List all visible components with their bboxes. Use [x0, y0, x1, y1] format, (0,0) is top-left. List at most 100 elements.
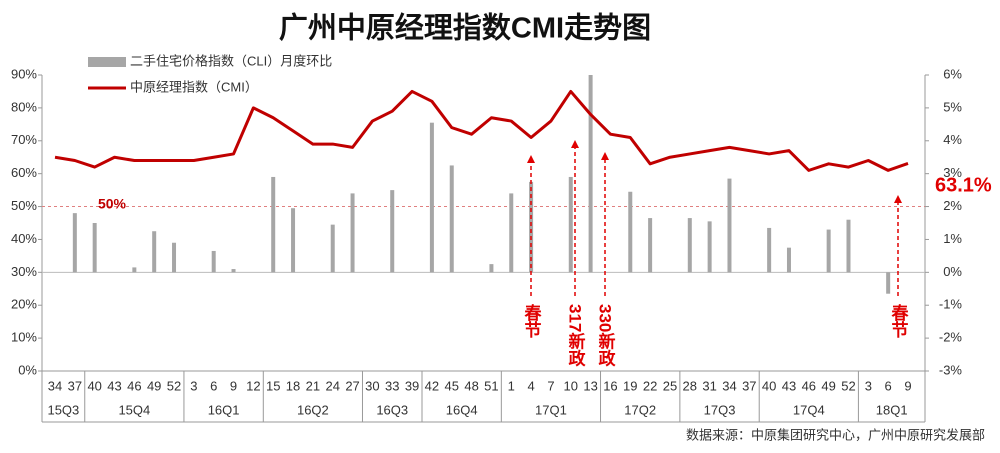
x-tick-label: 46 — [802, 378, 816, 393]
x-tick-label: 37 — [742, 378, 756, 393]
x-tick-label: 37 — [68, 378, 82, 393]
quarter-label: 17Q2 — [624, 402, 656, 417]
x-tick-label: 13 — [583, 378, 597, 393]
x-tick-label: 40 — [762, 378, 776, 393]
x-tick-label: 42 — [425, 378, 439, 393]
bar — [291, 208, 296, 273]
bar — [231, 269, 236, 273]
bar — [628, 191, 633, 273]
bar — [132, 267, 137, 273]
reference-label: 50% — [98, 195, 127, 211]
quarter-label: 16Q4 — [446, 402, 478, 417]
x-tick-label: 12 — [246, 378, 260, 393]
y2-tick-label: 5% — [943, 99, 962, 114]
annotation: 317新政 — [566, 304, 586, 367]
quarter-label: 16Q3 — [376, 402, 408, 417]
y-tick-label: 60% — [11, 165, 37, 180]
x-tick-label: 34 — [48, 378, 62, 393]
y-tick-label: 20% — [11, 297, 37, 312]
bar — [172, 242, 177, 273]
bar — [529, 181, 534, 273]
y-tick-label: 10% — [11, 330, 37, 345]
x-tick-label: 15 — [266, 378, 280, 393]
annotation-arrowhead — [894, 195, 902, 203]
data-label: 63.1% — [935, 174, 992, 196]
x-tick-label: 3 — [865, 378, 872, 393]
quarter-label: 17Q3 — [704, 402, 736, 417]
bar — [152, 231, 157, 273]
bar — [330, 224, 335, 273]
x-tick-label: 43 — [782, 378, 796, 393]
quarter-label: 15Q4 — [118, 402, 150, 417]
quarter-label: 16Q2 — [297, 402, 329, 417]
bar — [449, 165, 454, 273]
x-tick-label: 10 — [564, 378, 578, 393]
x-tick-label: 46 — [127, 378, 141, 393]
bar — [687, 218, 692, 273]
x-tick-label: 28 — [683, 378, 697, 393]
bar — [767, 227, 772, 273]
x-tick-label: 31 — [702, 378, 716, 393]
bar — [489, 264, 494, 273]
quarter-label: 18Q1 — [876, 402, 908, 417]
bar — [390, 190, 395, 273]
y2-tick-label: -2% — [939, 330, 963, 345]
bar — [786, 247, 791, 273]
bar — [72, 213, 77, 273]
y2-tick-label: 0% — [943, 264, 962, 279]
y-tick-label: 30% — [11, 264, 37, 279]
x-tick-label: 9 — [904, 378, 911, 393]
x-tick-label: 25 — [663, 378, 677, 393]
x-tick-label: 34 — [722, 378, 736, 393]
y-tick-label: 50% — [11, 198, 37, 213]
annotation: 春节 — [889, 303, 909, 339]
bar — [92, 223, 97, 273]
bar — [271, 176, 276, 273]
x-tick-label: 49 — [821, 378, 835, 393]
annotation-arrowhead — [601, 152, 609, 160]
bar — [846, 219, 851, 273]
annotation-arrowhead — [571, 140, 579, 148]
bar — [568, 176, 573, 273]
x-tick-label: 21 — [306, 378, 320, 393]
bar — [707, 221, 712, 273]
legend-swatch — [88, 57, 126, 67]
annotation: 330新政 — [596, 304, 616, 367]
x-tick-label: 39 — [405, 378, 419, 393]
x-tick-label: 45 — [445, 378, 459, 393]
annotation: 春节 — [522, 303, 542, 339]
x-tick-label: 49 — [147, 378, 161, 393]
x-tick-label: 4 — [527, 378, 534, 393]
legend-label: 二手住宅价格指数（CLI）月度环比 — [130, 53, 332, 68]
y2-tick-label: -1% — [939, 297, 963, 312]
bar — [826, 229, 831, 273]
x-tick-label: 19 — [623, 378, 637, 393]
annotation-arrowhead — [527, 155, 535, 163]
x-tick-label: 9 — [230, 378, 237, 393]
x-tick-label: 43 — [107, 378, 121, 393]
y-tick-label: 90% — [11, 66, 37, 81]
x-tick-label: 16 — [603, 378, 617, 393]
x-tick-label: 52 — [167, 378, 181, 393]
x-tick-label: 51 — [484, 378, 498, 393]
source: 数据来源：中原集团研究中心，广州中原研究发展部 — [686, 427, 985, 442]
x-tick-label: 52 — [841, 378, 855, 393]
y2-tick-label: 3% — [943, 165, 962, 180]
y-tick-label: 80% — [11, 99, 37, 114]
quarter-label: 17Q4 — [793, 402, 825, 417]
x-tick-label: 6 — [210, 378, 217, 393]
legend-label: 中原经理指数（CMI） — [130, 79, 258, 94]
bar — [211, 250, 216, 273]
bar — [429, 122, 434, 273]
bar — [588, 75, 593, 273]
y-tick-label: 40% — [11, 231, 37, 246]
y-tick-label: 0% — [18, 362, 37, 377]
bar — [648, 218, 653, 273]
quarter-label: 15Q3 — [47, 402, 79, 417]
chart-title: 广州中原经理指数CMI走势图 — [279, 11, 651, 45]
x-tick-label: 30 — [365, 378, 379, 393]
x-tick-label: 24 — [325, 378, 339, 393]
x-tick-label: 22 — [643, 378, 657, 393]
x-tick-label: 33 — [385, 378, 399, 393]
